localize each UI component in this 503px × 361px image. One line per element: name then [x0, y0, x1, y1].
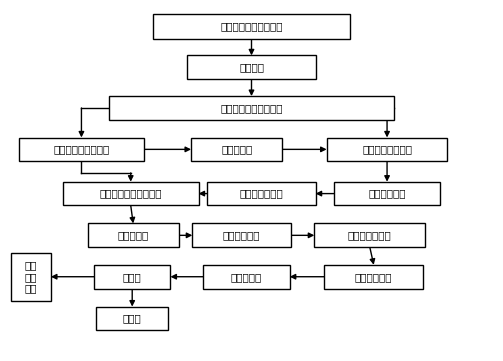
- FancyBboxPatch shape: [109, 96, 394, 120]
- FancyBboxPatch shape: [188, 56, 315, 79]
- Text: 储电设备: 储电设备: [239, 62, 264, 72]
- Text: 高温高压室: 高温高压室: [231, 272, 262, 282]
- Text: 高温热交换器: 高温热交换器: [223, 230, 261, 240]
- Text: 生产用电程控输出设备: 生产用电程控输出设备: [220, 103, 283, 113]
- Text: 低温液体高压泵: 低温液体高压泵: [239, 188, 283, 199]
- FancyBboxPatch shape: [19, 138, 144, 161]
- FancyBboxPatch shape: [153, 14, 350, 39]
- Text: 空温式低温液体汽化器: 空温式低温液体汽化器: [100, 188, 162, 199]
- FancyBboxPatch shape: [94, 265, 171, 288]
- FancyBboxPatch shape: [192, 223, 291, 247]
- Text: 空气预热器: 空气预热器: [118, 230, 149, 240]
- Text: 气体加热高压罐: 气体加热高压罐: [348, 230, 392, 240]
- FancyBboxPatch shape: [191, 138, 282, 161]
- FancyBboxPatch shape: [314, 223, 425, 247]
- Text: 气体储气室: 气体储气室: [221, 144, 253, 155]
- Text: 发电机: 发电机: [123, 313, 141, 323]
- FancyBboxPatch shape: [334, 182, 440, 205]
- Text: 洁净再生能源发电设备: 洁净再生能源发电设备: [220, 22, 283, 32]
- Text: 制氮及分离提纯设备: 制氮及分离提纯设备: [53, 144, 110, 155]
- FancyBboxPatch shape: [63, 182, 199, 205]
- Text: 汽轮机: 汽轮机: [123, 272, 141, 282]
- Text: 调压控温设备: 调压控温设备: [355, 272, 392, 282]
- FancyBboxPatch shape: [324, 265, 423, 288]
- Text: 低温液体储罐: 低温液体储罐: [368, 188, 406, 199]
- FancyBboxPatch shape: [203, 265, 290, 288]
- Text: 气体膨胀液化设备: 气体膨胀液化设备: [362, 144, 412, 155]
- FancyBboxPatch shape: [326, 138, 448, 161]
- FancyBboxPatch shape: [12, 253, 51, 301]
- Text: 废气
回收
设备: 废气 回收 设备: [25, 260, 37, 293]
- FancyBboxPatch shape: [97, 306, 168, 330]
- FancyBboxPatch shape: [207, 182, 315, 205]
- FancyBboxPatch shape: [88, 223, 179, 247]
